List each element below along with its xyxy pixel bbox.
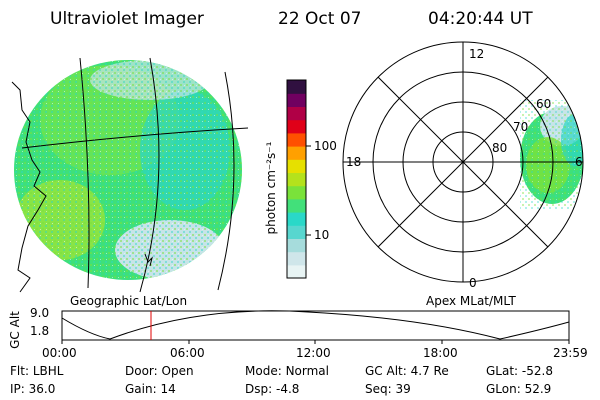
colorbar bbox=[286, 79, 311, 279]
info-value: -4.8 bbox=[275, 382, 300, 396]
coastline bbox=[11, 81, 47, 293]
info-key: Mode: bbox=[245, 364, 282, 378]
info-value: 52.9 bbox=[524, 382, 552, 396]
colorbar-band bbox=[287, 225, 306, 239]
info-gain: Gain: 14 bbox=[125, 382, 176, 396]
longitude-line bbox=[79, 57, 90, 289]
colorbar-unit-label: photon cm⁻²s⁻¹ bbox=[264, 141, 278, 235]
mlt-label-6: 6 bbox=[575, 155, 583, 169]
info-value: 36.0 bbox=[28, 382, 56, 396]
info-value: LBHL bbox=[32, 364, 64, 378]
timeline-xtick: 18:00 bbox=[423, 346, 458, 360]
colorbar-tick-10: 10 bbox=[314, 228, 330, 242]
observation-time: 04:20:44 UT bbox=[428, 9, 533, 29]
info-filter: Flt: LBHL bbox=[10, 364, 63, 378]
colorbar-band bbox=[287, 172, 306, 187]
info-value: 4.7 Re bbox=[410, 364, 449, 378]
colorbar-band bbox=[287, 185, 306, 200]
info-mode: Mode: Normal bbox=[245, 364, 329, 378]
info-key: GLon: bbox=[486, 382, 521, 396]
altitude-timeline bbox=[61, 310, 570, 344]
timeline-xtick: 23:59 bbox=[553, 346, 588, 360]
info-value: -52.8 bbox=[521, 364, 553, 378]
coastline bbox=[144, 253, 153, 267]
colorbar-band bbox=[287, 106, 306, 121]
instrument-title: Ultraviolet Imager bbox=[50, 9, 204, 29]
info-seq: Seq: 39 bbox=[365, 382, 411, 396]
timeline-ytick-high: 9.0 bbox=[30, 306, 50, 320]
observation-date: 22 Oct 07 bbox=[278, 9, 362, 29]
info-key: Seq: bbox=[365, 382, 392, 396]
mlt-label-0: 0 bbox=[469, 276, 477, 290]
info-dsp: Dsp: -4.8 bbox=[245, 382, 299, 396]
colorbar-tick-100: 100 bbox=[314, 139, 337, 153]
timeline-ytick-low: 1.8 bbox=[30, 324, 50, 338]
info-value: Normal bbox=[285, 364, 329, 378]
colorbar-band bbox=[287, 212, 306, 226]
info-glon: GLon: 52.9 bbox=[486, 382, 551, 396]
colorbar-band bbox=[287, 132, 306, 147]
info-value: 39 bbox=[395, 382, 411, 396]
colorbar-band bbox=[287, 198, 306, 213]
info-key: GLat: bbox=[486, 364, 519, 378]
info-ip: IP: 36.0 bbox=[10, 382, 55, 396]
latitude-line bbox=[21, 127, 249, 149]
mlat-label-80: 80 bbox=[492, 141, 508, 155]
info-key: Flt: bbox=[10, 364, 29, 378]
timeline-xtick: 12:00 bbox=[296, 346, 331, 360]
geographic-caption: Geographic Lat/Lon bbox=[70, 294, 188, 308]
info-door: Door: Open bbox=[125, 364, 194, 378]
info-key: IP: bbox=[10, 382, 25, 396]
longitude-line bbox=[139, 57, 160, 293]
info-key: Door: bbox=[125, 364, 158, 378]
apex-caption: Apex MLat/MLT bbox=[426, 294, 516, 308]
colorbar-band bbox=[287, 93, 306, 107]
info-glat: GLat: -52.8 bbox=[486, 364, 553, 378]
altitude-curve bbox=[61, 310, 570, 340]
mlt-label-12: 12 bbox=[469, 47, 485, 61]
timeline-xtick: 06:00 bbox=[170, 346, 205, 360]
colorbar-band bbox=[287, 238, 306, 253]
info-key: GC Alt: bbox=[365, 364, 407, 378]
colorbar-band bbox=[287, 146, 306, 160]
colorbar-band bbox=[287, 159, 306, 173]
longitude-line bbox=[217, 71, 235, 291]
timeline-xtick: 00:00 bbox=[42, 346, 77, 360]
colorbar-band bbox=[287, 251, 306, 266]
info-key: Dsp: bbox=[245, 382, 273, 396]
mlt-label-18: 18 bbox=[346, 155, 362, 169]
info-value: Open bbox=[161, 364, 194, 378]
colorbar-band bbox=[287, 119, 306, 134]
info-gc-alt: GC Alt: 4.7 Re bbox=[365, 364, 449, 378]
colorbar-band bbox=[287, 80, 306, 94]
mlat-label-70: 70 bbox=[513, 120, 529, 134]
info-key: Gain: bbox=[125, 382, 157, 396]
geographic-image bbox=[11, 57, 249, 293]
mlat-label-60: 60 bbox=[536, 97, 552, 111]
polar-plot bbox=[342, 41, 584, 283]
timeline-ylabel: GC Alt bbox=[8, 311, 22, 349]
info-value: 14 bbox=[160, 382, 176, 396]
colorbar-band bbox=[287, 264, 306, 279]
